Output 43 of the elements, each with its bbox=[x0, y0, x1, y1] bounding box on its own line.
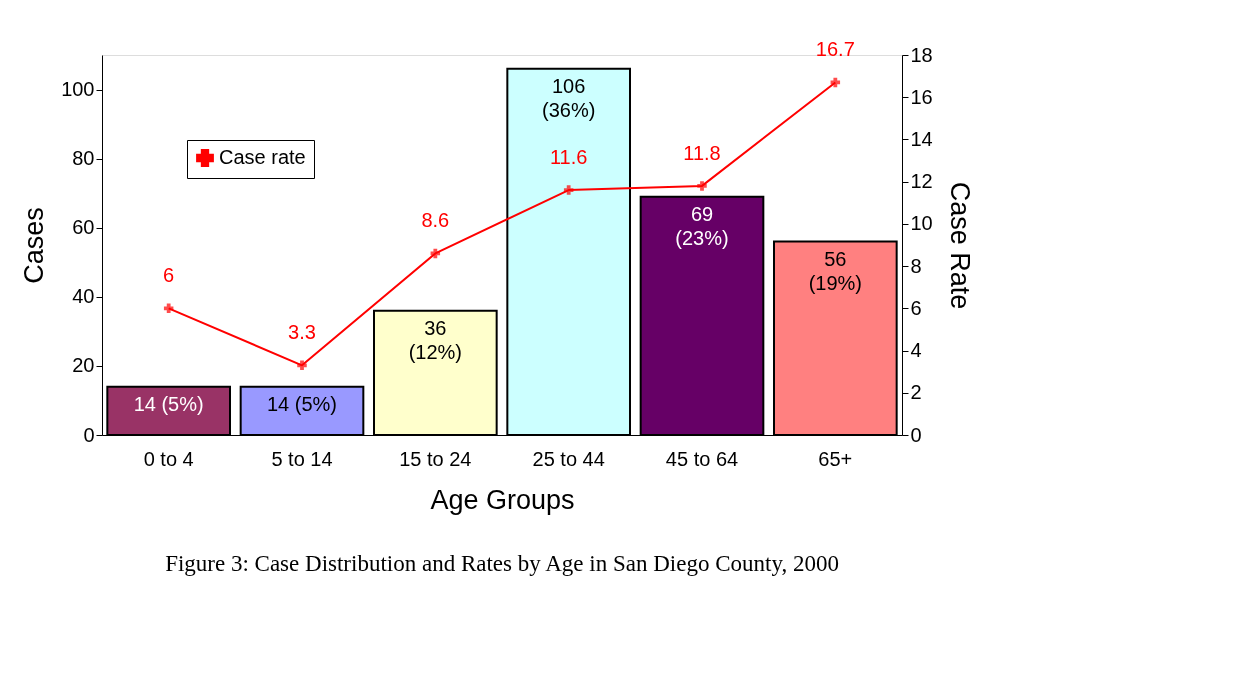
y-tick-label: 100 bbox=[61, 78, 95, 101]
x-tick-label: 45 to 64 bbox=[665, 447, 739, 470]
y2-tick-label: 10 bbox=[910, 212, 933, 235]
x-tick-label: 25 to 44 bbox=[532, 447, 605, 470]
x-tick-label: 15 to 24 bbox=[399, 447, 472, 470]
legend-label: Case rate bbox=[219, 146, 306, 168]
data-label: 14 (5%) bbox=[266, 392, 338, 415]
y-axis-title: Cases bbox=[19, 207, 50, 284]
y2-tick-label: 4 bbox=[910, 339, 922, 362]
y2-tick-label: 12 bbox=[910, 170, 933, 193]
text: Figure 3: Case Distribution and Rates by Age in San Diego County, 2000 bbox=[165, 551, 839, 576]
data-label: 56 (19%) bbox=[808, 247, 863, 294]
data-label: 8.6 bbox=[421, 209, 450, 232]
y2-tick-label: 2 bbox=[910, 381, 922, 404]
data-label: 106 (36%) bbox=[541, 74, 596, 121]
y2-tick-label: 6 bbox=[910, 296, 922, 319]
data-label: 6 bbox=[163, 264, 175, 287]
data-label: 14 (5%) bbox=[133, 392, 204, 415]
data-label: 11.6 bbox=[549, 146, 588, 169]
y2-tick-label: 16 bbox=[910, 85, 933, 108]
point bbox=[563, 185, 574, 195]
y-tick-label: 0 bbox=[83, 423, 95, 446]
data-label: 16.7 bbox=[815, 38, 855, 61]
data-label: 69 (23%) bbox=[675, 202, 729, 249]
point bbox=[297, 360, 307, 371]
data-label: 3.3 bbox=[288, 321, 316, 344]
y2-tick-label: 18 bbox=[910, 43, 933, 66]
y-tick-label: 40 bbox=[72, 285, 95, 308]
point bbox=[163, 303, 174, 314]
x-tick-label: 5 to 14 bbox=[271, 447, 333, 470]
x-tick-label: 65+ bbox=[818, 447, 853, 470]
y2-axis-title: Case Rate bbox=[944, 181, 975, 310]
data-label: 11.8 bbox=[683, 141, 721, 164]
x-tick-label: 0 to 4 bbox=[143, 447, 194, 470]
y-tick-label: 60 bbox=[72, 216, 95, 239]
y-tick-label: 80 bbox=[72, 147, 95, 170]
y2-tick-label: 8 bbox=[910, 254, 922, 277]
y2-tick-label: 14 bbox=[910, 127, 933, 150]
y-tick-label: 20 bbox=[72, 354, 95, 377]
data-label: 36 (12%) bbox=[408, 316, 463, 363]
y2-tick-label: 0 bbox=[910, 423, 922, 446]
point bbox=[697, 181, 707, 191]
x-axis-title: Age Groups bbox=[430, 484, 575, 515]
